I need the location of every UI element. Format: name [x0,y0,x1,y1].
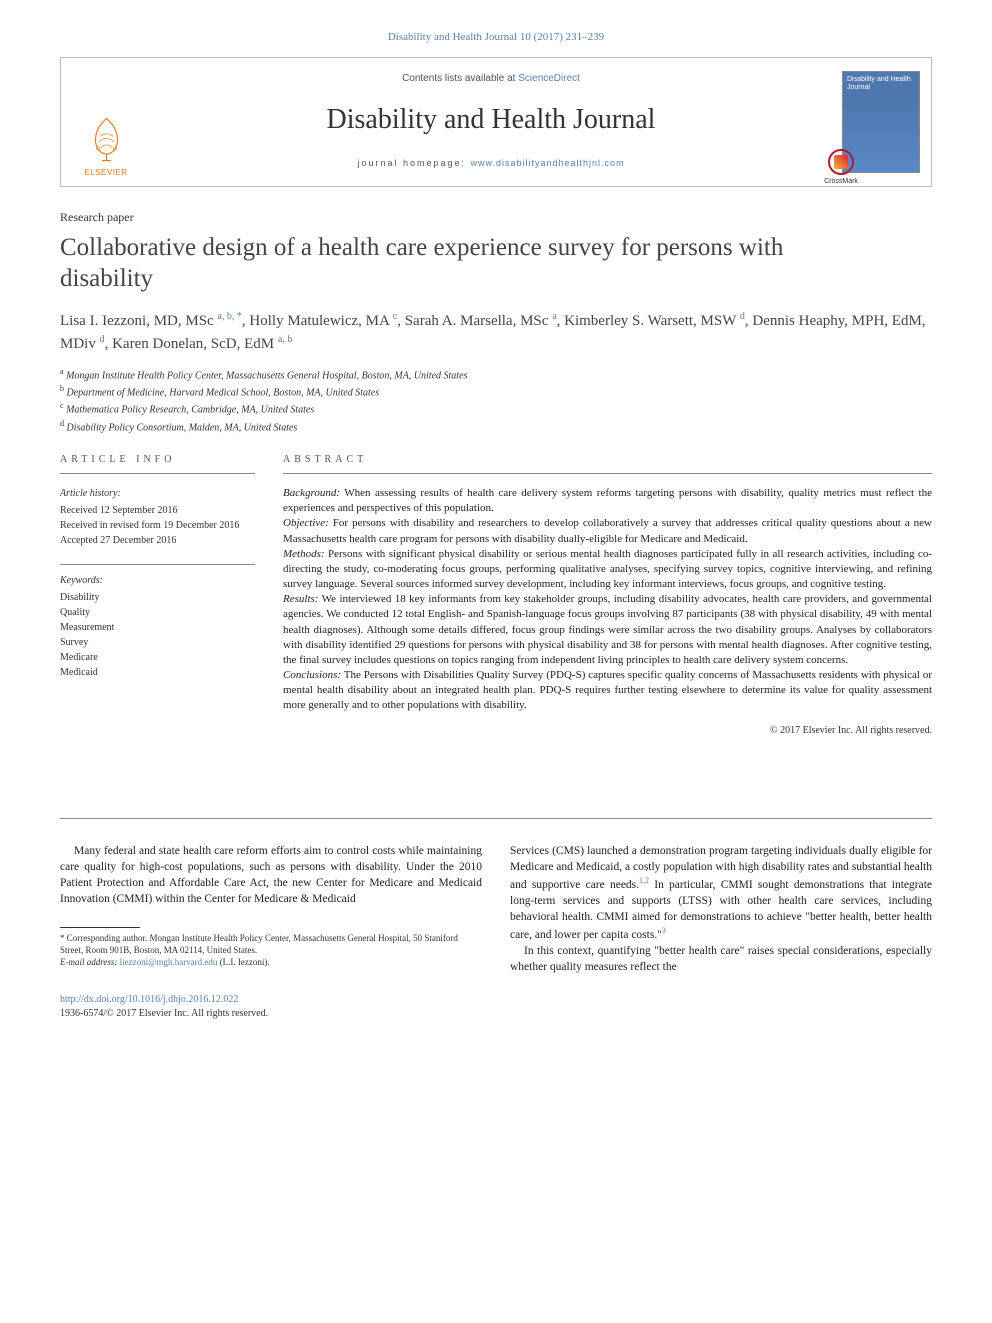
publisher-name: ELSEVIER [84,167,127,178]
affil-sup[interactable]: c [393,311,397,322]
ref-link[interactable]: 3 [662,926,666,935]
author: Kimberley S. Warsett, MSW d [564,313,745,329]
email-link[interactable]: liezzoni@mgh.harvard.edu [120,957,218,967]
affiliations: a Mongan Institute Health Policy Center,… [60,366,932,435]
abstract-section: Results: We interviewed 18 key informant… [283,592,932,668]
article-type: Research paper [60,209,932,226]
sciencedirect-link[interactable]: ScienceDirect [518,73,580,84]
abstract-column: ABSTRACT Background: When assessing resu… [283,453,932,738]
author: Sarah A. Marsella, MSc a [405,313,557,329]
elsevier-tree-icon [79,110,134,165]
corresponding-author-footnote: * Corresponding author. Mongan Institute… [60,932,482,968]
citation-line: Disability and Health Journal 10 (2017) … [60,30,932,45]
author: Holly Matulewicz, MA c [249,313,397,329]
affiliation: a Mongan Institute Health Policy Center,… [60,366,932,383]
keyword: Disability [60,590,255,605]
journal-title: Disability and Health Journal [327,100,656,139]
footnote-rule [60,927,140,928]
journal-header: ELSEVIER Contents lists available at Sci… [60,57,932,187]
page-footer: http://dx.doi.org/10.1016/j.dhjo.2016.12… [60,993,932,1021]
abstract-section: Background: When assessing results of he… [283,486,932,516]
affil-sup[interactable]: a, b [278,334,292,345]
affil-sup[interactable]: d [740,311,745,322]
affil-sup[interactable]: a, b, * [217,311,241,322]
contents-available: Contents lists available at ScienceDirec… [402,72,580,86]
issn-copyright: 1936-6574/© 2017 Elsevier Inc. All right… [60,1007,932,1021]
citation-link[interactable]: Disability and Health Journal 10 (2017) … [388,31,604,43]
keyword: Survey [60,635,255,650]
affil-sup[interactable]: d [100,334,105,345]
author: Karen Donelan, ScD, EdM a, b [112,336,292,352]
abstract-section: Methods: Persons with significant physic… [283,547,932,593]
homepage-link[interactable]: www.disabilityandhealthjnl.com [471,158,625,168]
abstract-copyright: © 2017 Elsevier Inc. All rights reserved… [283,724,932,738]
body-column-right: Services (CMS) launched a demonstration … [510,843,932,975]
keywords-block: Keywords: Disability Quality Measurement… [60,564,255,680]
affil-sup[interactable]: a [552,311,556,322]
author: Lisa I. Iezzoni, MD, MSc a, b, * [60,313,242,329]
paper-title: Collaborative design of a health care ex… [60,232,820,295]
author-list: Lisa I. Iezzoni, MD, MSc a, b, *, Holly … [60,309,932,356]
affiliation: b Department of Medicine, Harvard Medica… [60,383,932,400]
body-paragraph: Services (CMS) launched a demonstration … [510,843,932,943]
keyword: Medicare [60,650,255,665]
affiliation: d Disability Policy Consortium, Malden, … [60,418,932,435]
article-history: Article history: Received 12 September 2… [60,486,255,548]
body-paragraph: In this context, quantifying "better hea… [510,943,932,975]
abstract-heading: ABSTRACT [283,453,932,474]
ref-link[interactable]: 1,2 [639,876,649,885]
affiliation: c Mathematica Policy Research, Cambridge… [60,400,932,417]
section-divider [60,818,932,819]
journal-homepage: journal homepage: www.disabilityandhealt… [357,157,624,170]
publisher-logo-block: ELSEVIER [61,58,151,186]
article-info-column: ARTICLE INFO Article history: Received 1… [60,453,255,738]
keyword: Quality [60,605,255,620]
header-center: Contents lists available at ScienceDirec… [151,58,831,186]
abstract-section: Objective: For persons with disability a… [283,516,932,546]
body-column-left: Many federal and state health care refor… [60,843,482,975]
body-paragraph: Many federal and state health care refor… [60,843,482,907]
keyword: Measurement [60,620,255,635]
doi-link[interactable]: http://dx.doi.org/10.1016/j.dhjo.2016.12… [60,994,238,1005]
keyword: Medicaid [60,665,255,680]
abstract-section: Conclusions: The Persons with Disabiliti… [283,668,932,714]
crossmark-icon [828,149,854,175]
body-text: Many federal and state health care refor… [60,843,932,975]
crossmark-badge[interactable]: CrossMark [814,149,868,187]
article-info-heading: ARTICLE INFO [60,453,255,474]
